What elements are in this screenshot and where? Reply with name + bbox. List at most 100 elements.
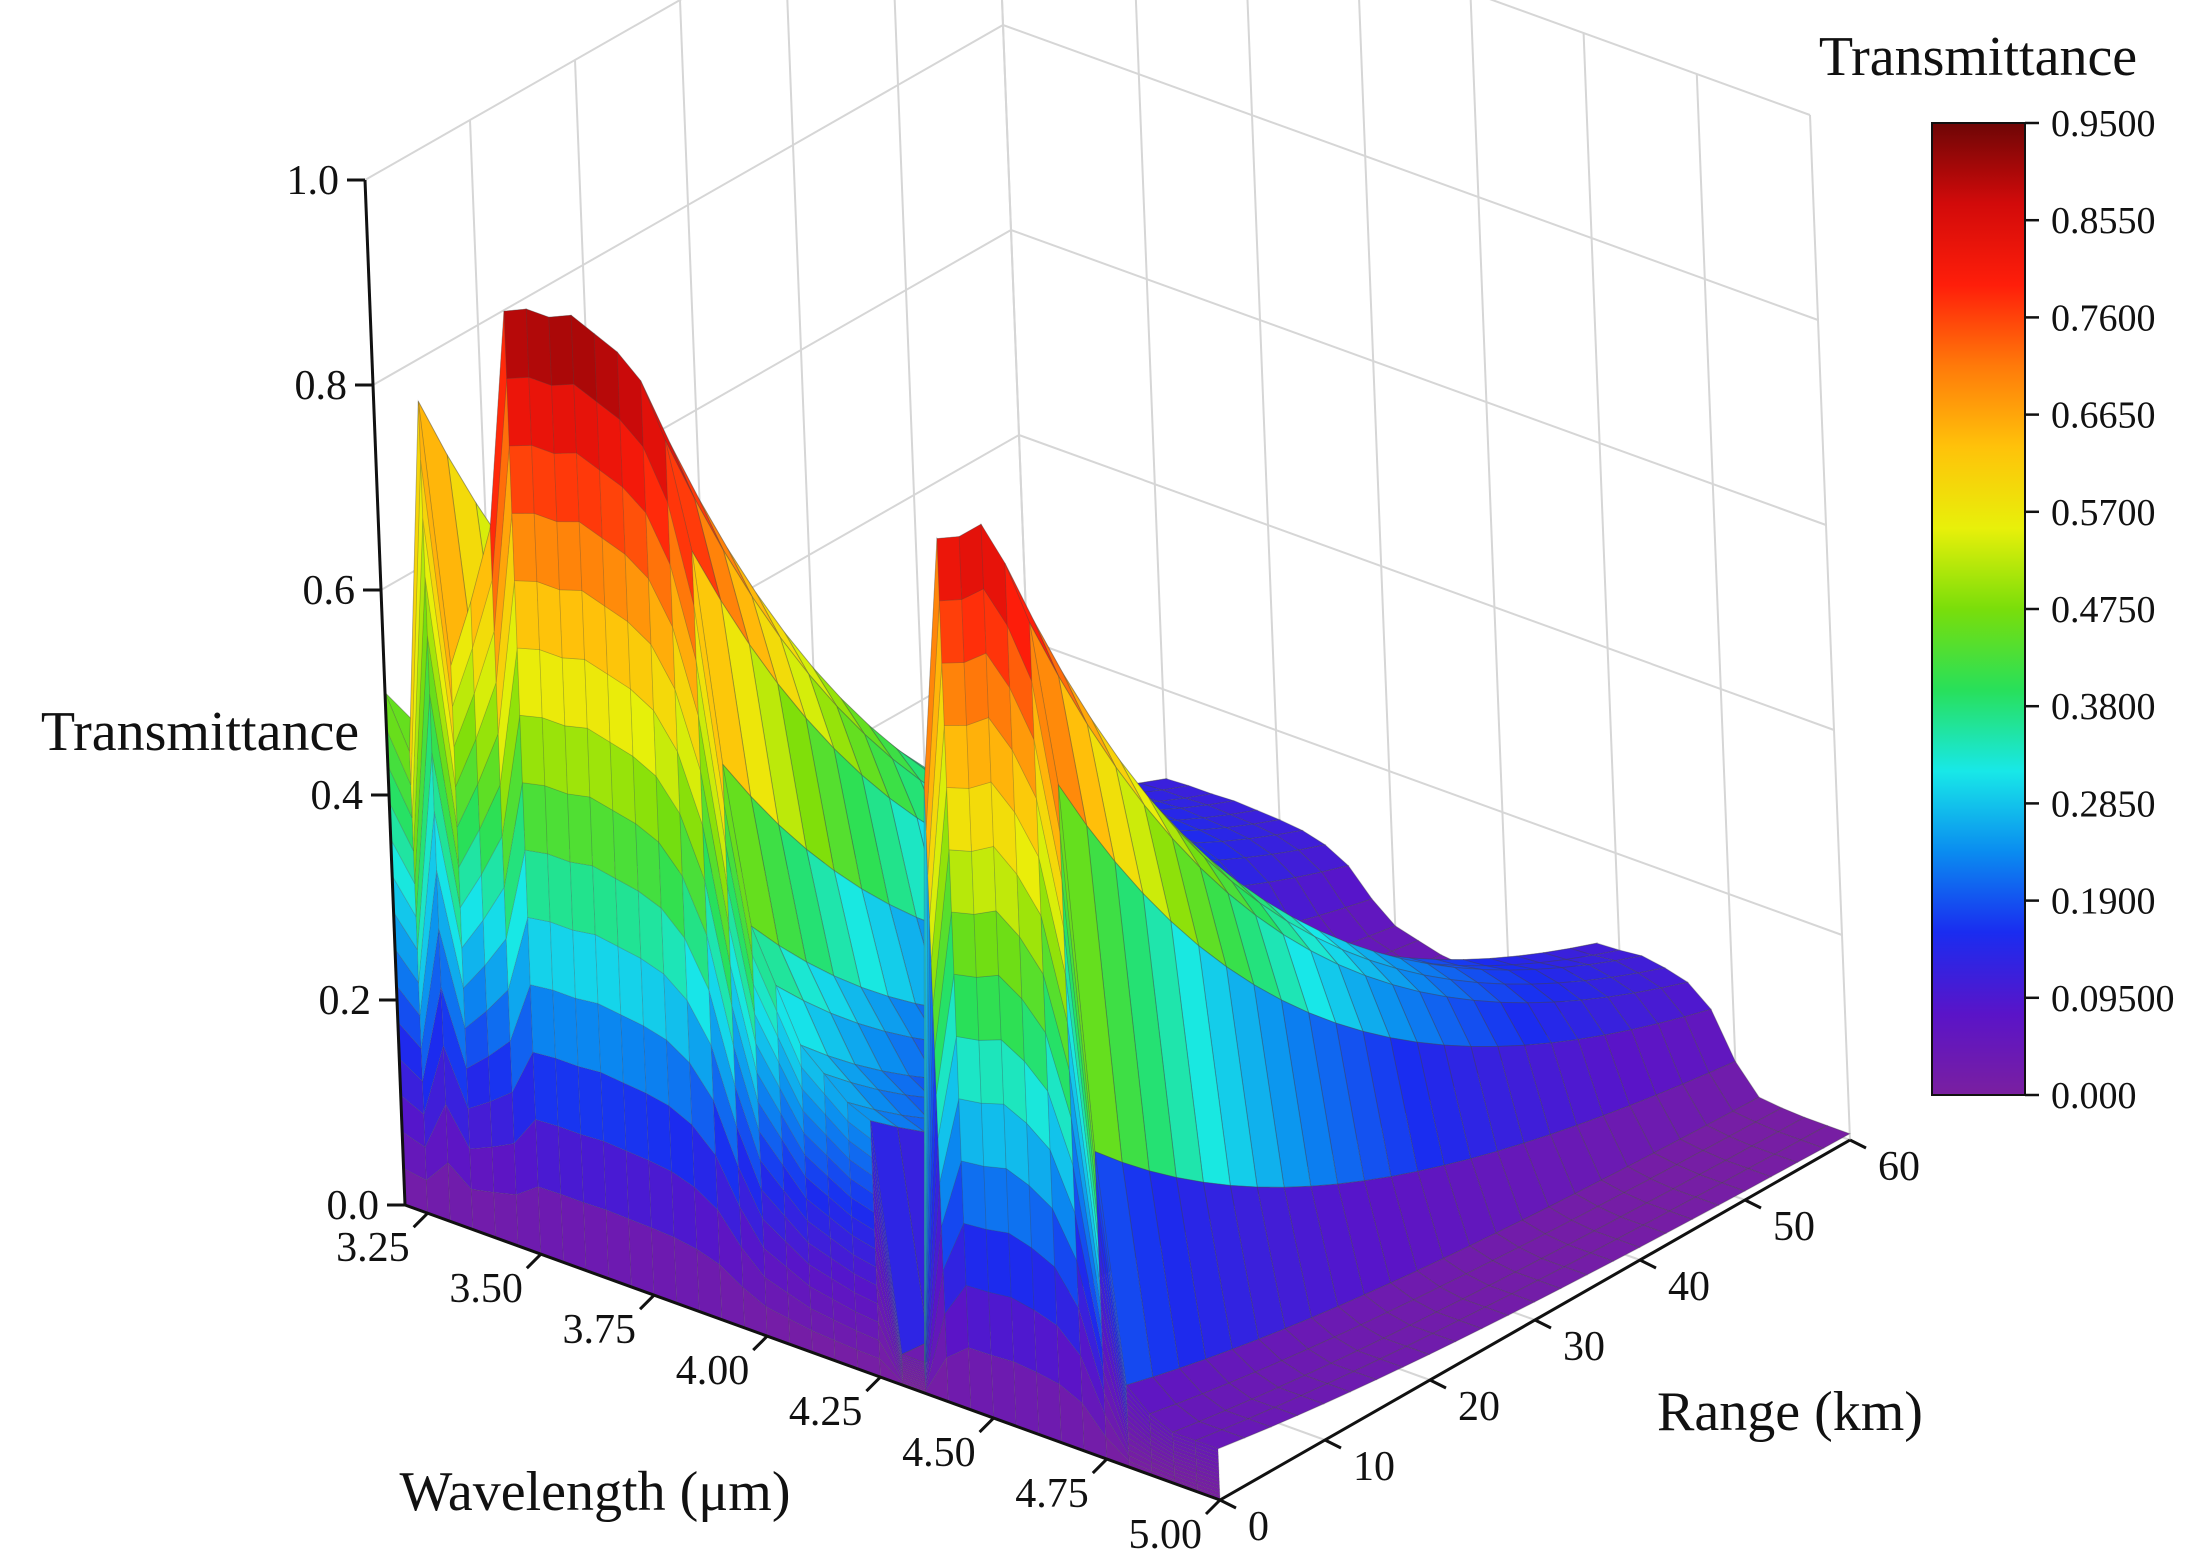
front-face-band xyxy=(469,1146,495,1193)
front-face-band xyxy=(975,974,1002,1041)
front-face-band xyxy=(968,781,995,852)
y-tick-mark xyxy=(1744,1198,1762,1210)
colorbar-title: Transmittance xyxy=(1819,26,2137,88)
colorbar-tick-label: 0.6650 xyxy=(2051,395,2156,437)
front-face-band xyxy=(946,787,972,852)
z-tick-label: 1.0 xyxy=(287,158,340,204)
front-face-band xyxy=(943,724,970,789)
front-face-band xyxy=(941,662,968,726)
x-tick-label: 3.25 xyxy=(336,1225,410,1271)
front-face-band xyxy=(1194,1440,1219,1453)
z-tick-label: 0.8 xyxy=(295,363,348,409)
y-tick-mark xyxy=(1639,1258,1657,1270)
front-face-band xyxy=(622,1082,650,1162)
front-face-band xyxy=(580,1133,607,1211)
y-tick-label: 40 xyxy=(1668,1264,1710,1310)
x-tick-label: 4.00 xyxy=(676,1348,750,1394)
front-face-band xyxy=(973,910,1000,978)
front-face-band xyxy=(968,1347,995,1419)
front-face-band xyxy=(650,1227,678,1304)
front-face-band xyxy=(514,580,541,651)
front-face-band xyxy=(515,1186,542,1255)
y-tick-label: 60 xyxy=(1878,1144,1920,1190)
colorbar-tick-label: 0.3800 xyxy=(2051,686,2156,728)
x-tick-mark xyxy=(525,1253,542,1270)
front-face-band xyxy=(544,785,571,863)
colorbar-ticks: 0.9500 0.8550 0.7600 0.6650 0.5700 0.4750 0.38… xyxy=(2025,103,2175,1117)
front-face-band xyxy=(569,861,596,936)
colorbar-tick-label: 0.8550 xyxy=(2051,200,2156,242)
front-face-band xyxy=(533,512,560,591)
colorbar-tick-label: 0.4750 xyxy=(2051,589,2156,631)
front-face-band xyxy=(572,929,599,1005)
front-face-band xyxy=(617,945,644,1027)
y-tick-label: 20 xyxy=(1458,1384,1500,1430)
front-face-band xyxy=(531,444,558,523)
front-face-band xyxy=(605,1209,632,1288)
front-face-band xyxy=(536,580,563,659)
x-tick-label: 4.50 xyxy=(902,1430,976,1476)
front-face-band xyxy=(528,376,555,455)
front-face-band xyxy=(625,1150,652,1229)
front-face-band xyxy=(966,716,992,789)
front-face-band xyxy=(551,383,577,454)
front-face-band xyxy=(583,1201,610,1280)
y-tick-mark xyxy=(1429,1378,1447,1390)
surface-cell xyxy=(1694,1182,1746,1206)
z-tick-label: 0.2 xyxy=(319,978,372,1024)
x-tick-mark xyxy=(978,1416,995,1434)
front-face-band xyxy=(547,853,574,931)
x-tick-label: 4.25 xyxy=(789,1389,863,1435)
y-tick-mark xyxy=(1534,1318,1552,1330)
front-face-band xyxy=(960,1160,987,1230)
x-tick-mark xyxy=(865,1376,882,1393)
front-face-band xyxy=(963,1222,990,1293)
front-face-band xyxy=(539,649,566,727)
front-face-band xyxy=(537,1186,564,1263)
surface-cell xyxy=(1484,1293,1536,1316)
x-tick-label: 4.75 xyxy=(1015,1471,1089,1517)
colorbar-tick-label: 0.9500 xyxy=(2051,103,2156,145)
y-tick-label: 0 xyxy=(1248,1504,1269,1550)
front-face-band xyxy=(953,973,980,1041)
front-face-band xyxy=(527,916,554,991)
front-face-band xyxy=(965,1284,992,1356)
colorbar-tick-label: 0.7600 xyxy=(2051,297,2156,339)
front-face-band xyxy=(553,452,580,523)
front-face-band xyxy=(567,793,594,867)
front-face-band xyxy=(508,444,535,514)
front-face-band xyxy=(594,933,622,1016)
y-tick-label: 30 xyxy=(1563,1324,1605,1370)
front-face-band xyxy=(958,1098,985,1167)
front-face-band xyxy=(521,782,548,855)
front-face-band xyxy=(955,1036,982,1104)
x-tick-label: 3.75 xyxy=(563,1307,637,1353)
y-tick-mark xyxy=(1219,1498,1237,1510)
front-face-band xyxy=(467,1101,493,1150)
colorbar-tick-label: 0.000 xyxy=(2051,1075,2137,1117)
front-face-band xyxy=(948,849,975,915)
front-face-band xyxy=(525,308,553,386)
surface xyxy=(384,308,1852,1501)
surface-cell xyxy=(1325,1370,1378,1393)
front-face-band xyxy=(561,657,588,729)
front-face-band xyxy=(524,849,551,923)
front-face-band xyxy=(602,1140,630,1220)
axes: 0.0 0.2 0.4 0.6 0.8 1.0 3.25 3.50 3.75 4.00 4.25 4.… xyxy=(287,158,1921,1558)
x-tick-label: 5.00 xyxy=(1129,1512,1203,1558)
front-face-band xyxy=(541,717,568,795)
front-face-band xyxy=(988,1291,1015,1363)
front-face-band xyxy=(648,1159,675,1239)
front-face-band xyxy=(564,725,591,798)
colorbar-tick-label: 0.1900 xyxy=(2051,881,2156,923)
front-face-band xyxy=(559,589,586,660)
front-face-band xyxy=(938,599,965,664)
front-face-band xyxy=(552,989,579,1067)
x-axis-label: Wavelength (μm) xyxy=(400,1461,791,1523)
surface-cell xyxy=(1641,1210,1694,1234)
front-face-band xyxy=(549,921,576,999)
front-face-band xyxy=(557,1125,584,1204)
colorbar xyxy=(1931,122,2026,1096)
front-face-band xyxy=(963,652,990,726)
